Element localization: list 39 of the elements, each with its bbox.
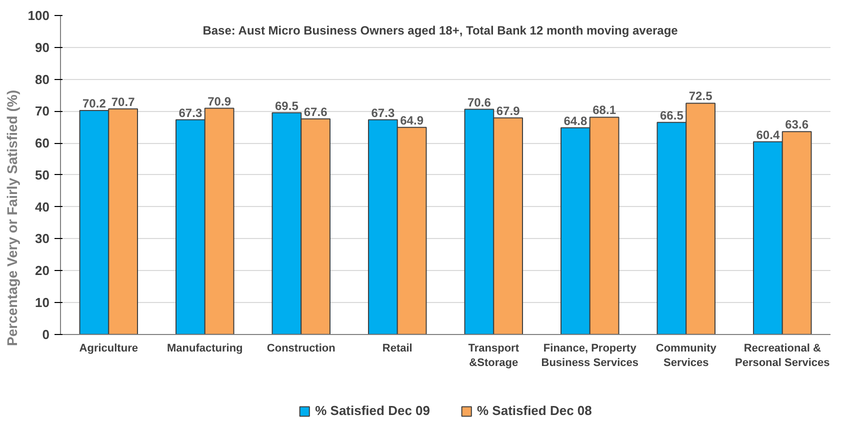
y-tick-label: 40 — [35, 199, 50, 214]
legend-label: % Satisfied Dec 09 — [315, 403, 430, 418]
y-tick-label: 0 — [42, 326, 50, 342]
data-label: 72.5 — [688, 89, 713, 104]
data-label: 60.4 — [756, 128, 780, 142]
y-tick-label: 50 — [35, 167, 50, 182]
annotation: Base: Aust Micro Business Owners aged 18+, Total Bank 12 month moving average — [202, 24, 678, 38]
data-label: 68.1 — [592, 103, 616, 118]
legend-label: % Satisfied Dec 08 — [477, 403, 592, 418]
data-label: 67.6 — [304, 104, 328, 119]
data-label: 70.2 — [82, 96, 106, 111]
data-label: 67.9 — [496, 104, 520, 118]
data-label: 66.5 — [660, 108, 684, 122]
data-label: 70.6 — [468, 95, 492, 110]
y-tick-label: 90 — [35, 40, 50, 55]
y-tick-label: 30 — [35, 231, 50, 246]
y-tick-label: 100 — [28, 8, 50, 23]
x-tick-label: Construction — [266, 342, 336, 354]
y-tick-label: 80 — [35, 72, 50, 87]
data-label: 63.6 — [785, 118, 809, 132]
data-label: 64.8 — [564, 114, 588, 128]
x-tick-label: Retail — [382, 342, 412, 354]
x-tick-label: Manufacturing — [166, 342, 243, 354]
y-tick-label: 20 — [35, 263, 50, 278]
x-tick-label: Finance, Property Business Services — [541, 342, 638, 369]
data-label: 64.9 — [400, 113, 424, 128]
data-label: 70.9 — [208, 94, 232, 108]
data-label: 70.7 — [111, 94, 136, 109]
x-tick-label: Transport &Storage — [468, 342, 520, 369]
y-axis-title: Percentage Very or Fairly Satisfied (%) — [4, 90, 20, 346]
x-tick-label: Recreational & Personal Services — [734, 342, 830, 369]
x-tick-label: Agriculture — [79, 342, 138, 354]
data-label: 69.5 — [275, 98, 299, 113]
y-tick-label: 10 — [35, 295, 50, 310]
x-tick-label: Community Services — [656, 342, 718, 369]
data-label: 67.3 — [371, 106, 395, 120]
data-label: 67.3 — [178, 106, 202, 120]
y-tick-label: 70 — [35, 104, 50, 119]
y-tick-label: 60 — [35, 136, 50, 151]
